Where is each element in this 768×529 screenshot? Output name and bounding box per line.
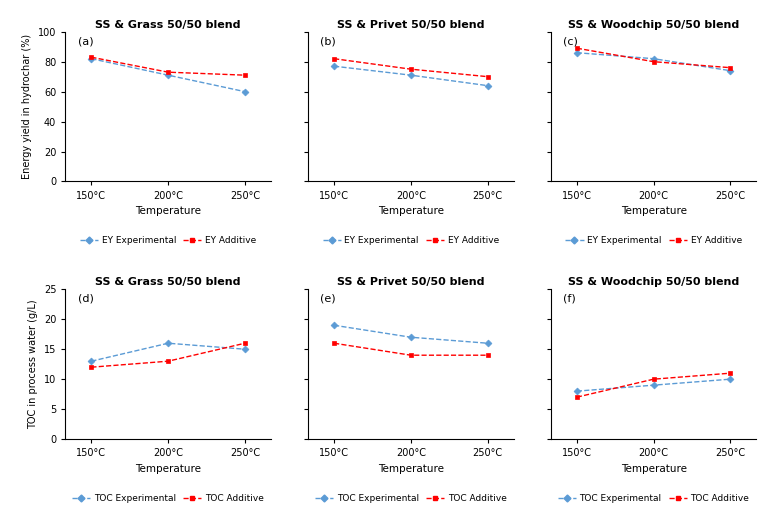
Legend: TOC Experimental, TOC Additive: TOC Experimental, TOC Additive <box>69 490 267 506</box>
Title: SS & Privet 50/50 blend: SS & Privet 50/50 blend <box>337 20 485 30</box>
Title: SS & Woodchip 50/50 blend: SS & Woodchip 50/50 blend <box>568 277 740 287</box>
Legend: TOC Experimental, TOC Additive: TOC Experimental, TOC Additive <box>554 490 753 506</box>
X-axis label: Temperature: Temperature <box>135 206 201 216</box>
Title: SS & Grass 50/50 blend: SS & Grass 50/50 blend <box>95 20 241 30</box>
X-axis label: Temperature: Temperature <box>621 463 687 473</box>
X-axis label: Temperature: Temperature <box>378 206 444 216</box>
Text: (a): (a) <box>78 36 93 46</box>
Title: SS & Privet 50/50 blend: SS & Privet 50/50 blend <box>337 277 485 287</box>
Y-axis label: Energy yield in hydrochar (%): Energy yield in hydrochar (%) <box>22 34 32 179</box>
X-axis label: Temperature: Temperature <box>135 463 201 473</box>
Legend: EY Experimental, EY Additive: EY Experimental, EY Additive <box>562 233 746 249</box>
Text: (c): (c) <box>563 36 578 46</box>
X-axis label: Temperature: Temperature <box>378 463 444 473</box>
Text: (f): (f) <box>563 294 576 304</box>
Legend: EY Experimental, EY Additive: EY Experimental, EY Additive <box>76 233 260 249</box>
Legend: TOC Experimental, TOC Additive: TOC Experimental, TOC Additive <box>312 490 510 506</box>
Text: (e): (e) <box>320 294 336 304</box>
Y-axis label: TOC in process water (g/L): TOC in process water (g/L) <box>28 299 38 429</box>
Text: (b): (b) <box>320 36 336 46</box>
Text: (d): (d) <box>78 294 94 304</box>
Title: SS & Grass 50/50 blend: SS & Grass 50/50 blend <box>95 277 241 287</box>
Legend: EY Experimental, EY Additive: EY Experimental, EY Additive <box>319 233 502 249</box>
Title: SS & Woodchip 50/50 blend: SS & Woodchip 50/50 blend <box>568 20 740 30</box>
X-axis label: Temperature: Temperature <box>621 206 687 216</box>
